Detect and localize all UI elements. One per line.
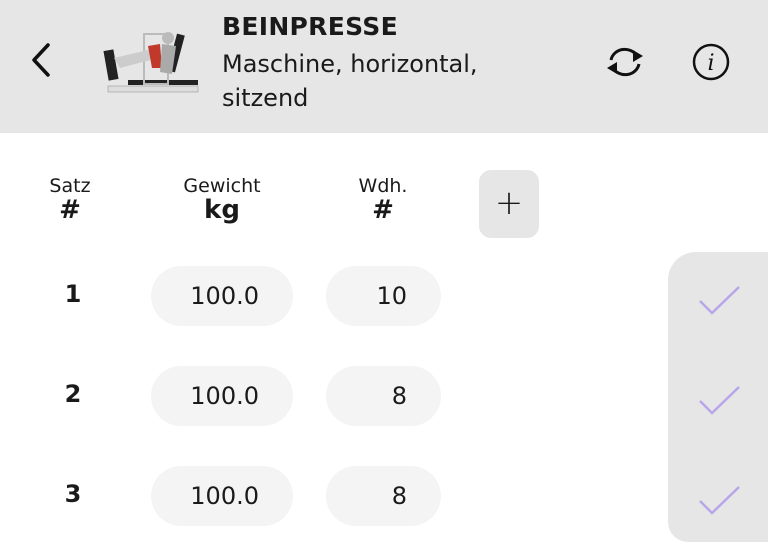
- weight-input[interactable]: 100.0: [151, 466, 293, 526]
- check-icon[interactable]: [697, 383, 743, 417]
- exercise-image: [103, 32, 199, 93]
- reps-input[interactable]: 10: [326, 266, 441, 326]
- weight-input[interactable]: 100.0: [151, 266, 293, 326]
- svg-text:i: i: [707, 51, 714, 76]
- exercise-subtitle: Maschine, horizontal, sitzend: [222, 50, 478, 112]
- sync-icon[interactable]: [603, 42, 647, 82]
- reps-input[interactable]: 8: [326, 466, 441, 526]
- weight-unit: kg: [204, 195, 240, 225]
- reps-unit: #: [372, 195, 394, 225]
- reps-label: Wdh.: [358, 175, 408, 197]
- column-header-reps: Wdh. #: [323, 175, 443, 223]
- set-unit: #: [59, 195, 81, 225]
- completion-panel: [668, 252, 768, 542]
- add-set-button[interactable]: +: [479, 170, 539, 238]
- weight-input[interactable]: 100.0: [151, 366, 293, 426]
- header: BEINPRESSE Maschine, horizontal, sitzend…: [0, 0, 768, 133]
- set-number: 2: [64, 380, 82, 408]
- info-icon[interactable]: i: [691, 42, 731, 82]
- check-icon[interactable]: [697, 483, 743, 517]
- reps-input[interactable]: 8: [326, 366, 441, 426]
- back-chevron-icon[interactable]: [26, 40, 60, 80]
- column-header-set: Satz #: [10, 175, 130, 223]
- weight-label: Gewicht: [183, 175, 261, 197]
- check-icon[interactable]: [697, 283, 743, 317]
- set-label: Satz: [49, 175, 91, 197]
- exercise-title: BEINPRESSE: [222, 12, 398, 41]
- column-header-weight: Gewicht kg: [162, 175, 282, 223]
- set-number: 1: [64, 280, 82, 308]
- set-number: 3: [64, 480, 82, 508]
